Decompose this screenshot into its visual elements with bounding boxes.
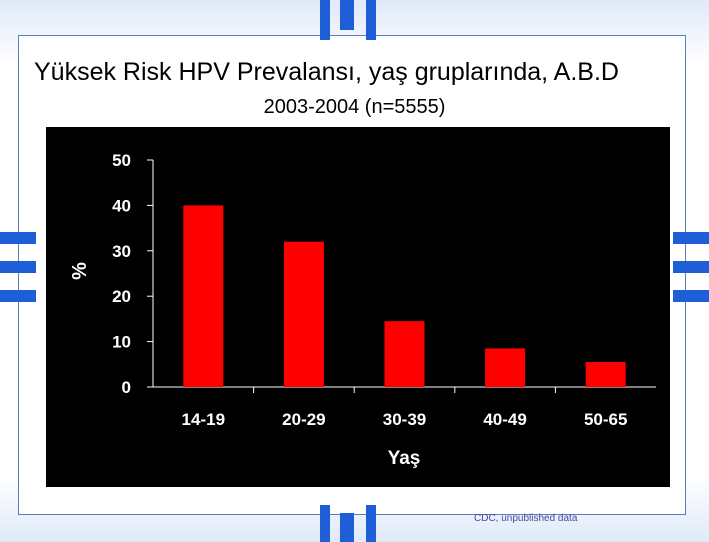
x-axis-label: Yaş (388, 448, 421, 469)
y-axis-label: % (69, 262, 91, 280)
bar-30-39 (384, 321, 425, 387)
right-decoration-tab-3 (673, 290, 709, 302)
right-decoration-tab-1 (673, 232, 709, 244)
y-tick-label: 10 (112, 333, 131, 352)
y-tick-label: 40 (112, 196, 131, 215)
x-tick-label: 40-49 (483, 410, 526, 429)
source-footnote: CDC, unpublished data (474, 513, 578, 524)
bottom-decoration-bar-right (366, 505, 376, 542)
top-decoration-bar-left (320, 0, 330, 40)
slide-subtitle: 2003-2004 (n=5555) (263, 96, 446, 118)
y-tick-label: 50 (112, 151, 131, 170)
left-decoration-tab-1 (0, 232, 36, 244)
top-decoration-bar-right (366, 0, 376, 40)
bottom-decoration-bar-left (320, 505, 330, 542)
bottom-decoration-bar-center (340, 513, 354, 542)
bar-chart: % Yaş 0 10 20 30 40 50 14-19 20-29 30-39 40-49 50-… (69, 151, 656, 469)
x-tick-label: 50-65 (584, 410, 627, 429)
x-tick-label: 14-19 (182, 410, 225, 429)
left-decoration-tab-2 (0, 261, 36, 273)
y-tick-label: 20 (112, 287, 131, 306)
x-tick-label: 30-39 (383, 410, 426, 429)
bar-50-65 (585, 362, 626, 387)
x-tick-label: 20-29 (282, 410, 325, 429)
bar-14-19 (183, 205, 224, 387)
left-decoration-tab-3 (0, 290, 36, 302)
top-decoration-bar-center (340, 0, 354, 30)
bar-40-49 (485, 348, 526, 387)
right-decoration-tab-2 (673, 261, 709, 273)
y-tick-label: 30 (112, 242, 131, 261)
chart-background: % Yaş 0 10 20 30 40 50 14-19 20-29 30-39 40-49 50-… (46, 127, 670, 487)
y-tick-label: 0 (122, 378, 131, 397)
slide-title: Yüksek Risk HPV Prevalansı, yaş grupları… (34, 58, 619, 86)
bar-20-29 (283, 241, 324, 387)
